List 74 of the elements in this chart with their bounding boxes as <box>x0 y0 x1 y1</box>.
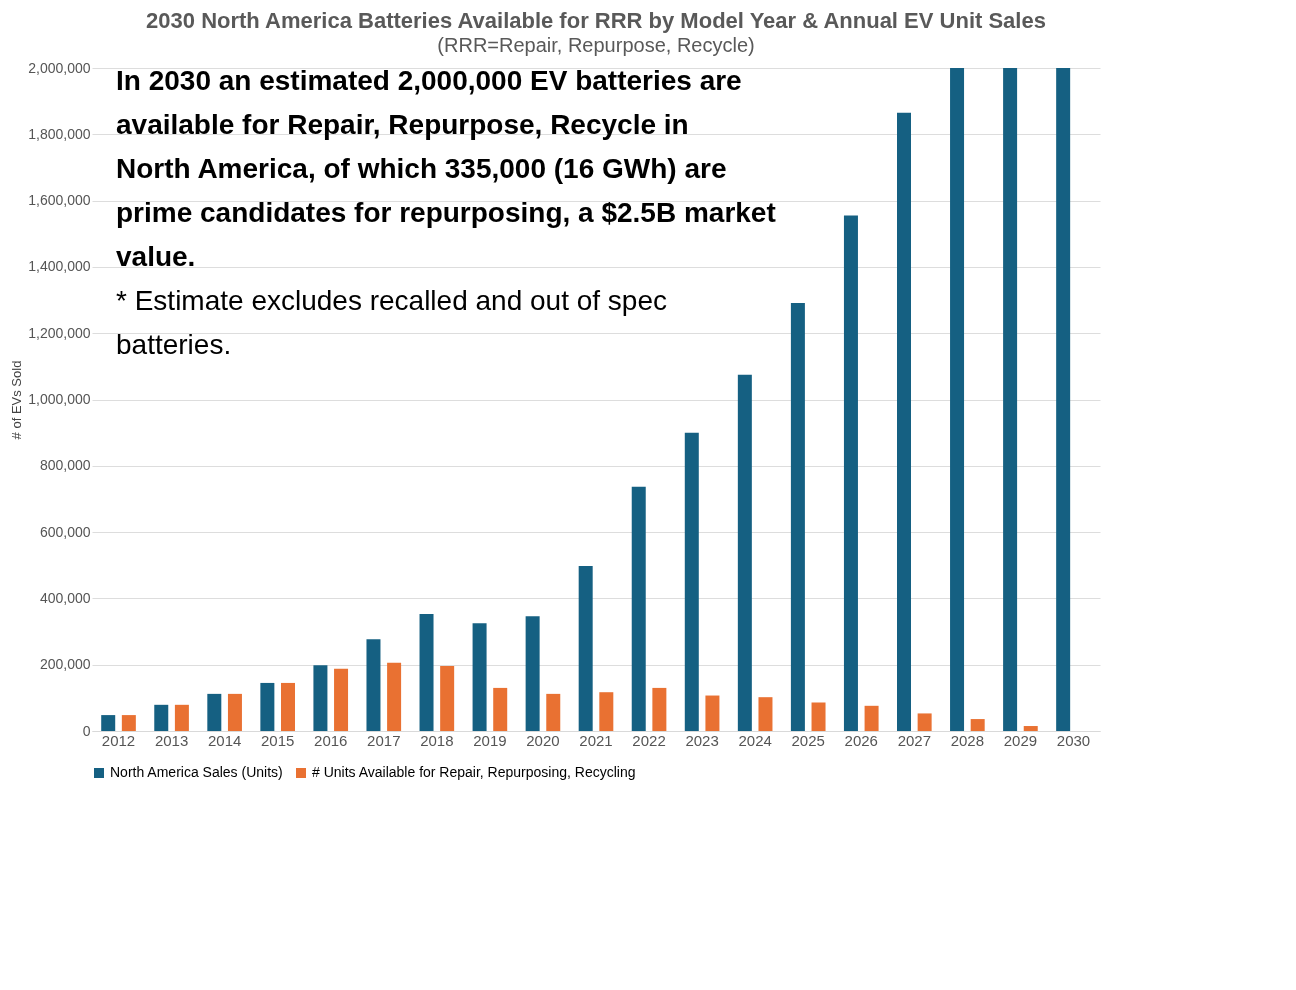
x-tick-label: 2012 <box>101 731 136 749</box>
bar <box>758 697 773 731</box>
bar <box>313 665 328 731</box>
bar <box>101 715 116 731</box>
x-tick-label: 2019 <box>473 731 507 749</box>
chart-subtitle: (RRR=Repair, Repurpose, Recycle) <box>437 34 755 56</box>
bar <box>334 668 349 731</box>
y-axis-title: # of EVs Sold <box>9 360 25 440</box>
x-tick-label: 2013 <box>154 731 189 749</box>
bar <box>440 666 455 731</box>
x-tick-label: 2027 <box>897 731 931 749</box>
x-tick-label: 2016 <box>314 731 348 749</box>
x-tick-label: 2017 <box>367 731 401 749</box>
bar <box>121 715 136 731</box>
bar <box>207 693 222 731</box>
bar <box>472 623 487 731</box>
x-tick-label: 2026 <box>844 731 878 749</box>
chart-title: 2030 North America Batteries Available for RRR by Model Year & Annual EV Unit Sales <box>146 8 1046 33</box>
y-tick-label: 600,000 <box>39 523 91 540</box>
bar <box>599 692 614 731</box>
y-tick-label: 800,000 <box>39 457 91 474</box>
x-tick-label: 2018 <box>420 731 454 749</box>
bar <box>811 702 826 731</box>
bar <box>546 693 561 731</box>
x-tick-label: 2028 <box>950 731 985 749</box>
bar <box>260 682 275 731</box>
x-tick-label: 2022 <box>632 731 666 749</box>
bar <box>493 687 508 731</box>
bar <box>843 215 858 731</box>
bar <box>227 693 242 731</box>
bar <box>578 565 593 731</box>
bar <box>387 662 402 731</box>
x-tick-label: 2029 <box>1003 731 1038 749</box>
bar <box>1056 68 1071 731</box>
bar <box>684 432 699 731</box>
y-tick-label: 0 <box>82 722 91 739</box>
annotation: In 2030 an estimated 2,000,000 EV batteries are available for Repair, Repurpose, Recycle in North America, of which 335,000 (16 GWh) are prime candidates for repurposing, a $2.5B market value. <box>116 65 776 272</box>
x-tick-label: 2024 <box>738 731 772 749</box>
x-tick-label: 2020 <box>526 731 560 749</box>
bar <box>366 639 381 731</box>
bar <box>737 374 752 731</box>
y-tick-label: 1,200,000 <box>28 324 91 341</box>
bar <box>705 695 720 731</box>
bar <box>790 303 805 731</box>
legend-label: North America Sales (Units) <box>110 764 283 780</box>
bar <box>1003 68 1018 731</box>
bar <box>950 68 965 731</box>
bar <box>631 486 646 731</box>
bar <box>864 705 879 731</box>
bar <box>917 713 932 731</box>
bar <box>1023 726 1038 731</box>
bar <box>652 687 667 731</box>
y-tick-label: 1,600,000 <box>28 192 91 209</box>
y-tick-label: 1,000,000 <box>28 391 91 407</box>
legend-label: # Units Available for Repair, Repurposing, Recycling <box>312 764 636 780</box>
y-tick-label: 2,000,000 <box>28 59 91 76</box>
bar <box>174 704 189 731</box>
y-tick-label: 1,400,000 <box>28 258 91 275</box>
bar <box>525 616 540 731</box>
bar <box>897 112 911 731</box>
bar <box>154 704 169 731</box>
x-tick-label: 2015 <box>261 731 295 749</box>
x-tick-label: 2025 <box>791 731 825 749</box>
x-tick-label: 2030 <box>1056 731 1091 749</box>
y-tick-label: 1,800,000 <box>28 125 91 142</box>
x-tick-label: 2014 <box>207 731 242 749</box>
y-tick-label: 400,000 <box>39 589 91 606</box>
bar <box>419 613 434 731</box>
bar <box>281 682 295 731</box>
x-tick-label: 2021 <box>579 731 613 749</box>
bar <box>970 719 985 731</box>
x-tick-label: 2023 <box>685 731 719 749</box>
annotation: * Estimate excludes recalled and out of spec batteries. <box>116 285 667 360</box>
y-tick-label: 200,000 <box>39 656 91 673</box>
